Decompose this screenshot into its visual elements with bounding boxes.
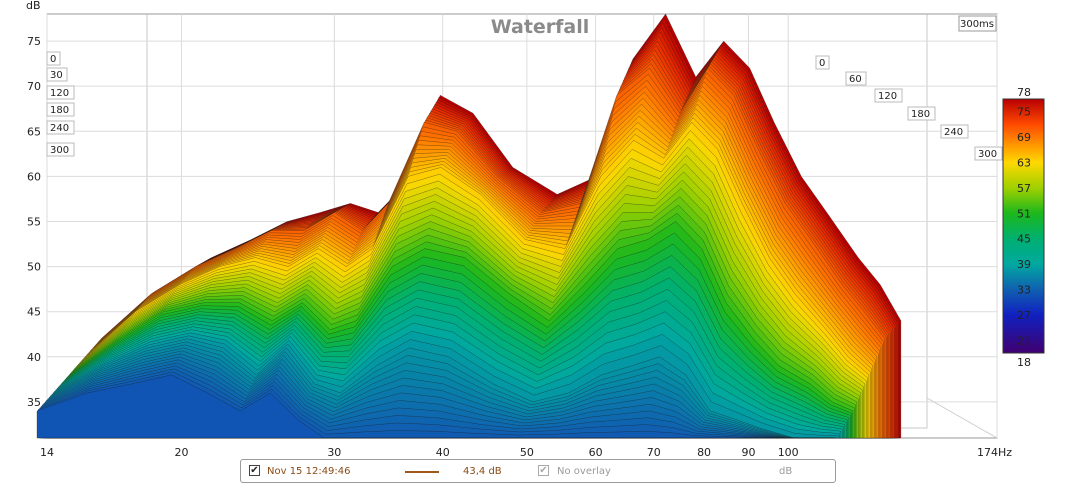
time-tick-right-label: 0 bbox=[819, 58, 825, 69]
y-tick-label: 35 bbox=[27, 396, 41, 409]
colorbar-label: 75 bbox=[1017, 106, 1031, 119]
time-tick-right: 120 bbox=[874, 88, 903, 103]
measurement-checkbox[interactable]: ✔ bbox=[249, 465, 260, 476]
time-tick-left-label: 120 bbox=[50, 88, 69, 99]
x-tick-label: 30 bbox=[327, 446, 341, 459]
time-tick-right: 300 bbox=[974, 146, 1003, 161]
x-tick-label: 90 bbox=[741, 446, 755, 459]
time-tick-right-box bbox=[940, 124, 969, 139]
y-tick-label: 60 bbox=[27, 170, 41, 183]
x-tick-label: 40 bbox=[436, 446, 450, 459]
time-tick-left-label: 240 bbox=[50, 123, 69, 134]
y-tick-label: 75 bbox=[27, 35, 41, 48]
time-tick-right: 240 bbox=[940, 124, 969, 139]
x-tick-label: 60 bbox=[589, 446, 603, 459]
colorbar-label: 33 bbox=[1017, 284, 1031, 297]
time-tick-right-label: 120 bbox=[878, 91, 897, 102]
time-tick-left: 0 bbox=[46, 51, 61, 66]
colorbar: 78 75 69 63 57 51 45 39 33 27 21 18 bbox=[1002, 86, 1045, 369]
time-tick-left-box bbox=[46, 67, 68, 82]
time-tick-right: 0 bbox=[815, 55, 830, 70]
measurement-offset: 43,4 dB bbox=[463, 466, 502, 477]
time-tick-left-box bbox=[46, 142, 75, 157]
time-tick-right-box bbox=[907, 106, 936, 121]
overlay-checkbox[interactable]: ✔ bbox=[538, 465, 549, 476]
time-tick-left: 300 bbox=[46, 142, 75, 157]
time-tick-right: 60 bbox=[845, 71, 867, 86]
x-tick-label: 80 bbox=[697, 446, 711, 459]
time-tick-right-label: 300 bbox=[978, 149, 997, 160]
time-tick-left-box bbox=[46, 85, 75, 100]
time-tick-right-box bbox=[845, 71, 867, 86]
colorbar-label: 21 bbox=[1017, 334, 1031, 347]
time-tick-right-box bbox=[874, 88, 903, 103]
y-tick-label: 65 bbox=[27, 125, 41, 138]
depth-guide-right bbox=[926, 397, 998, 439]
time-badge-label: 300ms bbox=[960, 19, 994, 30]
time-tick-left-label: 0 bbox=[50, 54, 56, 65]
y-tick-label: 55 bbox=[27, 215, 41, 228]
time-tick-right-label: 180 bbox=[911, 109, 930, 120]
time-tick-right: 180 bbox=[907, 106, 936, 121]
colorbar-label: 51 bbox=[1017, 207, 1031, 220]
colorbar-gradient bbox=[1002, 98, 1045, 354]
colorbar-label: 63 bbox=[1017, 157, 1031, 170]
time-tick-left-box bbox=[46, 51, 61, 66]
colorbar-label: 78 bbox=[1017, 86, 1031, 99]
time-tick-left-box bbox=[46, 102, 75, 117]
legend-bar: ✔ Nov 15 12:49:46 43,4 dB ✔ No overlay d… bbox=[240, 459, 836, 483]
colorbar-label: 39 bbox=[1017, 258, 1031, 271]
time-tick-right-box bbox=[974, 146, 1003, 161]
colorbar-label: 18 bbox=[1017, 356, 1031, 369]
x-tick-label: 70 bbox=[647, 446, 661, 459]
y-tick-label: 45 bbox=[27, 306, 41, 319]
time-tick-left-label: 180 bbox=[50, 105, 69, 116]
time-tick-left: 120 bbox=[46, 85, 75, 100]
colorbar-label: 57 bbox=[1017, 182, 1031, 195]
y-tick-label: 40 bbox=[27, 351, 41, 364]
time-tick-left-box bbox=[46, 120, 75, 135]
y-axis-unit: dB bbox=[26, 0, 41, 12]
x-tick-label: 20 bbox=[174, 446, 188, 459]
y-tick-label: 70 bbox=[27, 80, 41, 93]
colorbar-label: 45 bbox=[1017, 233, 1031, 246]
time-tick-left: 240 bbox=[46, 120, 75, 135]
time-tick-left-label: 30 bbox=[50, 70, 63, 81]
y-tick-label: 50 bbox=[27, 261, 41, 274]
measurement-name: Nov 15 12:49:46 bbox=[267, 466, 351, 477]
overlay-unit: dB bbox=[779, 466, 793, 477]
x-tick-label: 50 bbox=[520, 446, 534, 459]
x-tick-label: 100 bbox=[778, 446, 799, 459]
measurement-line-swatch bbox=[405, 471, 439, 473]
time-tick-right-label: 240 bbox=[944, 127, 963, 138]
waterfall-slice bbox=[36, 374, 821, 439]
time-tick-left-label: 300 bbox=[50, 145, 69, 156]
colorbar-label: 69 bbox=[1017, 131, 1031, 144]
time-tick-right-label: 60 bbox=[849, 74, 862, 85]
chart-title: Waterfall bbox=[491, 16, 590, 38]
overlay-label: No overlay bbox=[557, 466, 611, 477]
time-tick-right-box bbox=[815, 55, 830, 70]
time-tick-left: 180 bbox=[46, 102, 75, 117]
time-badge: 300ms bbox=[958, 15, 997, 32]
time-tick-left: 30 bbox=[46, 67, 68, 82]
x-tick-label: 14 bbox=[40, 446, 54, 459]
x-tick-label: 174Hz bbox=[977, 446, 1012, 459]
colorbar-label: 27 bbox=[1017, 309, 1031, 322]
